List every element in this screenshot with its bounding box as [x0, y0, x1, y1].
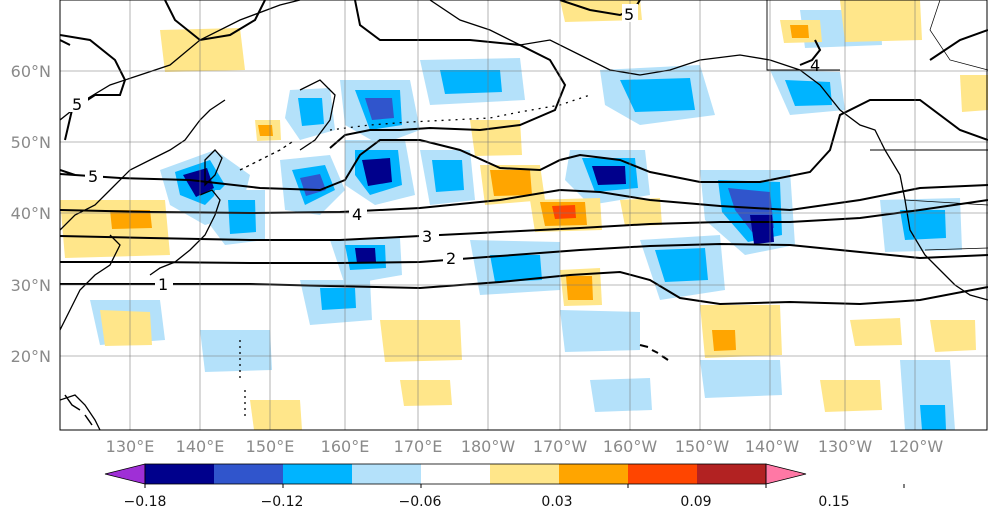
colorbar-tick-label: −0.12	[261, 494, 304, 510]
lon-label: 130°E	[106, 437, 155, 456]
colorbar-segment	[490, 464, 559, 484]
colorbar-segment	[628, 464, 697, 484]
colorbar-segment	[559, 464, 628, 484]
colorbar-tick-label: 0.15	[818, 494, 849, 510]
colorbar-tick-label: 0.09	[680, 494, 711, 510]
colorbar-segment	[697, 464, 766, 484]
lon-label: 170°W	[533, 437, 588, 456]
lat-label: 60°N	[11, 62, 51, 81]
contour-label: 1	[158, 275, 168, 294]
lat-labels: 60°N 50°N 40°N 30°N 20°N	[11, 62, 51, 366]
lat-label: 30°N	[11, 276, 51, 295]
contour-label: 3	[422, 227, 432, 246]
colorbar-tick-label: −0.18	[124, 494, 167, 510]
colorbar-extend-max	[766, 464, 806, 484]
colorbar-segment	[352, 464, 421, 484]
colorbar-tick-label: 0.03	[541, 494, 572, 510]
lon-label: 160°E	[321, 437, 370, 456]
lat-label: 20°N	[11, 347, 51, 366]
map-panel: 5 5 5 4 4 3 2 1	[60, 0, 988, 430]
lon-label: 130°W	[818, 437, 873, 456]
contour-label: 4	[810, 56, 820, 75]
colorbar-segment	[214, 464, 283, 484]
contour-label: 4	[352, 205, 362, 224]
colorbar-tick-label: −0.06	[399, 494, 442, 510]
lon-label: 160°W	[603, 437, 658, 456]
lon-label: 150°E	[246, 437, 295, 456]
lon-label: 170°E	[394, 437, 443, 456]
colorbar-segment	[421, 464, 490, 484]
contour-label: 5	[88, 167, 98, 186]
contour-label: 2	[446, 249, 456, 268]
colorbar-labels: −0.18 −0.12 −0.06 0.03 0.09 0.15	[124, 494, 850, 510]
lon-labels: 130°E 140°E 150°E 160°E 170°E 180°W 170°…	[106, 437, 944, 456]
colorbar: −0.18 −0.12 −0.06 0.03 0.09 0.15	[105, 464, 904, 510]
colorbar-segment	[283, 464, 352, 484]
colorbar-segment	[145, 464, 214, 484]
colorbar-extend-min	[105, 464, 145, 484]
contour-label: 5	[624, 5, 634, 24]
contour-label: 5	[72, 95, 82, 114]
lon-label: 140°E	[176, 437, 225, 456]
lon-label: 180°W	[461, 437, 516, 456]
lat-label: 50°N	[11, 133, 51, 152]
lon-label: 120°W	[889, 437, 944, 456]
lat-label: 40°N	[11, 204, 51, 223]
lon-label: 140°W	[745, 437, 800, 456]
lon-label: 150°W	[675, 437, 730, 456]
